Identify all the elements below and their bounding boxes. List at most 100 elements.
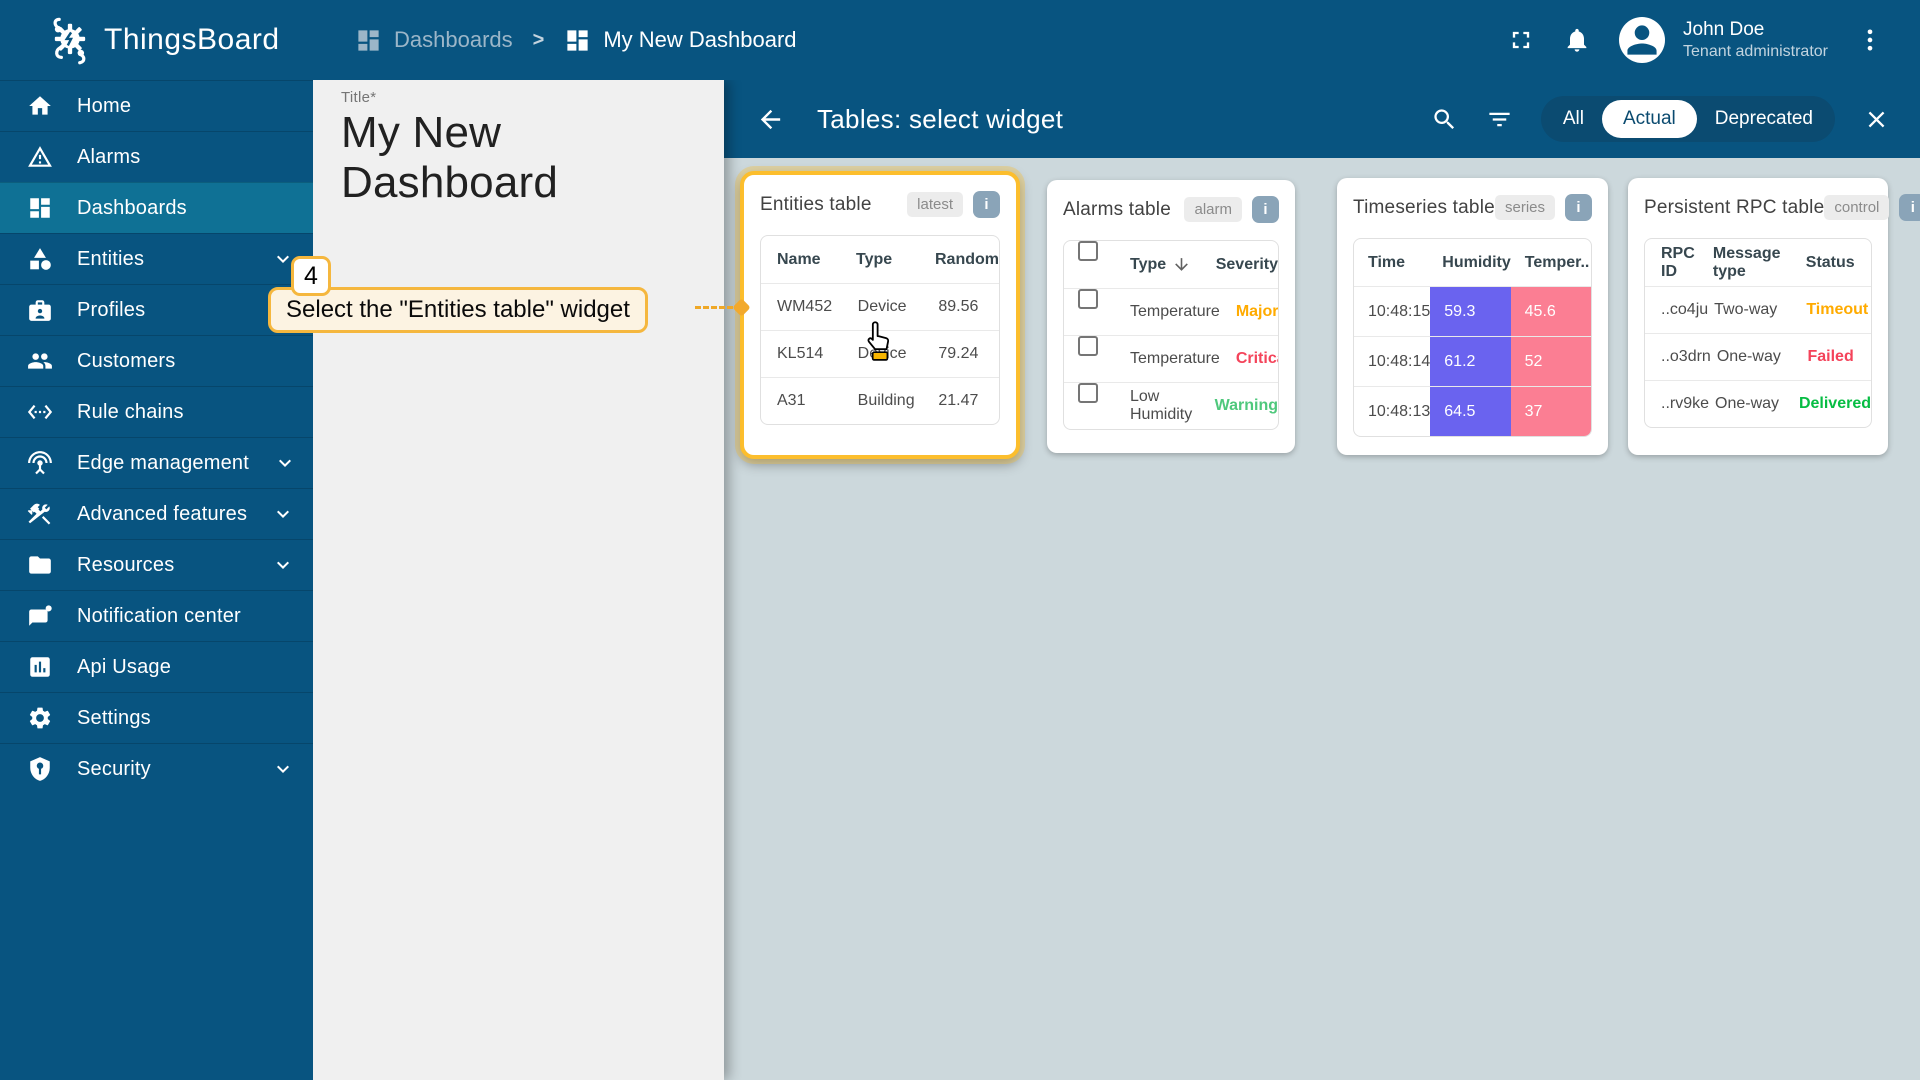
- widget-card-alarms-table[interactable]: Alarms table alarm i Type Severity Tempe…: [1047, 180, 1295, 453]
- table-row: Low Humidity Warning: [1064, 382, 1278, 429]
- avatar[interactable]: [1619, 17, 1666, 63]
- widget-card-timeseries-table[interactable]: Timeseries table series i Time Humidity …: [1337, 178, 1608, 455]
- card-header: Persistent RPC table control i: [1644, 194, 1920, 221]
- sidebar-item-alarms[interactable]: Alarms: [0, 131, 313, 182]
- sidebar-item-settings[interactable]: Settings: [0, 692, 313, 743]
- rule-chains-icon: [27, 399, 53, 425]
- person-icon: [1627, 25, 1657, 55]
- dashboard-settings-drawer: Title* My New Dashboard: [313, 80, 724, 1080]
- breadcrumb-dashboards[interactable]: Dashboards: [355, 27, 513, 54]
- breadcrumb: Dashboards > My New Dashboard: [313, 27, 797, 54]
- title-field-value[interactable]: My New Dashboard: [341, 108, 559, 207]
- table-row: Temperature Critical: [1064, 335, 1278, 382]
- gear-icon: [27, 705, 53, 731]
- tour-tooltip: Select the "Entities table" widget: [268, 287, 648, 333]
- widget-card-entities-table[interactable]: Entities table latest i Name Type Random…: [740, 171, 1020, 459]
- user-info[interactable]: John Doe Tenant administrator: [1683, 18, 1828, 62]
- sidebar-item-security[interactable]: Security: [0, 743, 313, 794]
- info-icon[interactable]: i: [1899, 194, 1920, 221]
- user-role: Tenant administrator: [1683, 42, 1828, 60]
- widget-type-badge: control: [1824, 195, 1890, 220]
- info-icon[interactable]: i: [1252, 196, 1279, 223]
- thingsboard-logo-icon: [44, 14, 96, 66]
- info-icon[interactable]: i: [1565, 194, 1592, 221]
- widget-panel-tools: All Actual Deprecated: [1431, 96, 1890, 142]
- people-icon: [27, 348, 53, 374]
- tools-icon: [27, 501, 53, 527]
- sidebar-item-entities[interactable]: Entities: [0, 233, 313, 284]
- notification-bubble-icon: [27, 603, 53, 629]
- widget-panel-header: Tables: select widget All Actual Depreca…: [724, 80, 1920, 158]
- widget-type-badge: series: [1494, 195, 1555, 220]
- chevron-down-icon: [273, 451, 297, 475]
- logo[interactable]: ThingsBoard: [0, 0, 313, 80]
- search-icon[interactable]: [1431, 106, 1458, 133]
- sidebar-nav: Home Alarms Dashboards Entities Profiles…: [0, 80, 313, 794]
- back-arrow-icon[interactable]: [756, 105, 785, 134]
- topbar-actions: John Doe Tenant administrator: [1507, 17, 1920, 63]
- toggle-all[interactable]: All: [1562, 108, 1584, 129]
- sort-arrow-down-icon[interactable]: [1172, 255, 1191, 274]
- warning-icon: [27, 144, 53, 170]
- shield-icon: [27, 756, 53, 782]
- close-icon[interactable]: [1863, 106, 1890, 133]
- chevron-down-icon: [271, 502, 295, 526]
- tour-step-number: 4: [291, 256, 331, 296]
- chart-icon: [27, 654, 53, 680]
- table-row: ..rv9ke One-way Delivered: [1645, 380, 1871, 427]
- sidebar-item-profiles[interactable]: Profiles: [0, 284, 313, 335]
- table-row: 10:48:15 59.3 45.6: [1354, 286, 1591, 336]
- sidebar-item-home[interactable]: Home: [0, 80, 313, 131]
- entities-icon: [27, 246, 53, 272]
- notifications-bell-icon[interactable]: [1563, 26, 1591, 54]
- fullscreen-icon[interactable]: [1507, 26, 1535, 54]
- kebab-menu-icon[interactable]: [1856, 26, 1884, 54]
- user-name: John Doe: [1683, 19, 1765, 41]
- table-row: 10:48:14 61.2 52: [1354, 336, 1591, 386]
- hand-cursor-icon: [862, 320, 896, 362]
- card-header: Timeseries table series i: [1353, 194, 1592, 221]
- row-checkbox[interactable]: [1078, 383, 1098, 403]
- filter-icon[interactable]: [1486, 106, 1513, 133]
- chevron-down-icon: [271, 553, 295, 577]
- sidebar-item-api-usage[interactable]: Api Usage: [0, 641, 313, 692]
- folder-icon: [27, 552, 53, 578]
- dashboard-icon: [27, 195, 53, 221]
- dashboard-icon: [567, 29, 588, 51]
- widget-card-persistent-rpc-table[interactable]: Persistent RPC table control i RPC ID Me…: [1628, 178, 1920, 455]
- sidebar-item-notification-center[interactable]: Notification center: [0, 590, 313, 641]
- toggle-deprecated[interactable]: Deprecated: [1714, 108, 1813, 129]
- topbar: Dashboards > My New Dashboard John Doe T…: [313, 0, 1920, 80]
- select-all-checkbox[interactable]: [1078, 241, 1098, 261]
- sidebar-item-customers[interactable]: Customers: [0, 335, 313, 386]
- table-row: ..o3drn One-way Failed: [1645, 333, 1871, 380]
- sidebar-item-resources[interactable]: Resources: [0, 539, 313, 590]
- dashboard-icon: [358, 29, 379, 51]
- timeseries-preview-table: Time Humidity Temper.. 10:48:15 59.3 45.…: [1353, 238, 1592, 437]
- sidebar-item-advanced-features[interactable]: Advanced features: [0, 488, 313, 539]
- breadcrumb-separator: >: [532, 28, 545, 51]
- widget-filter-toggle: All Actual Deprecated: [1540, 96, 1835, 142]
- chevron-down-icon: [271, 757, 295, 781]
- table-row: WM452 Device 89.56: [761, 283, 999, 330]
- sidebar-item-dashboards[interactable]: Dashboards: [0, 182, 313, 233]
- widget-type-badge: latest: [907, 192, 963, 217]
- info-icon[interactable]: i: [973, 191, 1000, 218]
- tour-connector-line: [695, 306, 741, 309]
- card-header: Entities table latest i: [760, 191, 1000, 218]
- widget-panel-title: Tables: select widget: [817, 103, 1064, 134]
- widget-type-badge: alarm: [1184, 197, 1242, 222]
- table-row: A31 Building 21.47: [761, 377, 999, 424]
- toggle-actual[interactable]: Actual: [1601, 100, 1697, 138]
- breadcrumb-current[interactable]: My New Dashboard: [564, 27, 797, 54]
- alarms-preview-table: Type Severity Temperature Major Temperat…: [1063, 240, 1279, 430]
- card-header: Alarms table alarm i: [1063, 196, 1279, 223]
- sidebar-item-edge-management[interactable]: Edge management: [0, 437, 313, 488]
- antenna-icon: [27, 450, 53, 476]
- row-checkbox[interactable]: [1078, 289, 1098, 309]
- title-field-label: Title*: [341, 89, 377, 106]
- row-checkbox[interactable]: [1078, 336, 1098, 356]
- app-title: ThingsBoard: [104, 23, 280, 56]
- table-row: 10:48:13 64.5 37: [1354, 386, 1591, 436]
- sidebar-item-rule-chains[interactable]: Rule chains: [0, 386, 313, 437]
